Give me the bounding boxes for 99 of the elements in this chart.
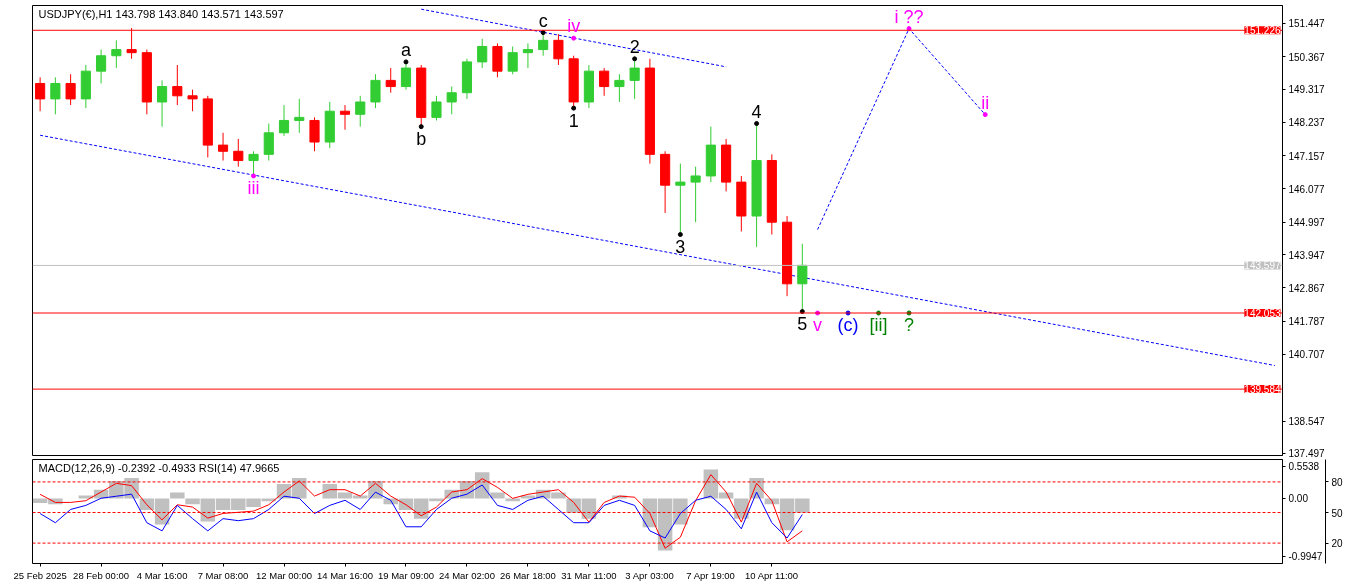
candlestick — [157, 79, 168, 128]
point — [251, 173, 257, 179]
point — [571, 105, 577, 111]
series-label: iii — [247, 177, 260, 198]
x-tick-label: 7 Mar 08:00 — [197, 569, 249, 581]
candlestick — [675, 163, 686, 236]
candlestick — [614, 73, 625, 103]
x-tick-label: 26 Mar 18:00 — [499, 569, 556, 581]
y-tick-label: 142.867 — [1288, 282, 1326, 294]
x-tick-label: 10 Apr 11:00 — [744, 569, 799, 581]
candlestick — [690, 166, 701, 223]
series-label: ii — [981, 92, 990, 113]
y-tick-label: 143.947 — [1288, 249, 1326, 261]
series-label: 2 — [629, 37, 640, 58]
candlestick — [96, 49, 107, 84]
series-label: i ?? — [894, 6, 924, 27]
y-tick-label: 140.707 — [1288, 349, 1326, 361]
candlestick — [477, 38, 488, 69]
x-tick-label: 31 Mar 11:00 — [561, 569, 617, 581]
candlestick — [339, 104, 351, 131]
y-tick-label: 144.997 — [1288, 217, 1326, 229]
point — [632, 56, 638, 62]
candlestick — [294, 98, 305, 134]
series-label: a — [400, 39, 412, 60]
x-tick-label: 3 Apr 03:00 — [625, 569, 674, 581]
point — [403, 59, 409, 65]
candlestick — [370, 73, 381, 109]
y-tick-label: 146.077 — [1288, 183, 1326, 195]
y-tick-label: 151.447 — [1288, 18, 1326, 30]
series-label: c — [538, 10, 548, 31]
y-tick-label: 138.547 — [1288, 416, 1326, 428]
candlestick — [553, 33, 564, 66]
series-label: 3 — [675, 237, 686, 258]
candlestick — [278, 104, 290, 137]
candlestick — [172, 64, 183, 106]
x-tick-label: 7 Apr 19:00 — [686, 569, 735, 581]
y-tick-label: 0.00 — [1288, 493, 1309, 505]
x-tick-label: 14 Mar 16:00 — [317, 569, 373, 581]
y2-tick-label: 50 — [1331, 507, 1344, 519]
ref-line-label: 142.053 — [1244, 308, 1281, 320]
candlestick — [385, 67, 396, 94]
bar — [78, 495, 94, 499]
x-tick-label: 12 Mar 00:00 — [256, 569, 313, 581]
ref-line-label: 139.584 — [1244, 384, 1281, 396]
series-label: 1 — [568, 110, 579, 131]
series-label: ? — [904, 315, 915, 336]
y-tick-label: 148.237 — [1288, 117, 1326, 129]
candlestick — [187, 89, 198, 112]
chart-title: USDJPY(€),H1 143.798 143.840 143.571 143.597 — [38, 7, 284, 20]
candlestick — [217, 132, 229, 162]
candlestick — [507, 45, 518, 75]
series-label: (c) — [837, 315, 859, 336]
x-tick-label: 4 Mar 16:00 — [136, 569, 188, 581]
candlestick — [263, 123, 274, 162]
point — [677, 232, 683, 237]
series-label: [ii] — [869, 315, 888, 336]
candlestick — [599, 67, 610, 97]
point — [540, 30, 546, 36]
bar — [505, 498, 520, 502]
point — [906, 26, 912, 32]
candlestick — [400, 61, 412, 91]
candlestick — [309, 116, 320, 152]
series-label: 4 — [751, 102, 762, 123]
x-tick-label: 28 Feb 00:00 — [73, 569, 130, 581]
candlestick — [355, 95, 366, 128]
y-tick-label: 147.157 — [1288, 150, 1326, 162]
y-tick-label: 137.497 — [1288, 448, 1326, 460]
y-tick-label: 150.367 — [1288, 51, 1326, 63]
candlestick — [538, 32, 549, 57]
candlestick — [233, 138, 244, 168]
line-series — [39, 484, 803, 539]
y-tick-label: 0.5538 — [1288, 461, 1320, 473]
point — [571, 35, 577, 41]
candlestick — [111, 39, 122, 69]
candlestick — [629, 58, 640, 100]
candlestick — [35, 76, 46, 112]
point — [982, 112, 988, 118]
candlestick — [50, 76, 61, 115]
y2-tick-label: 80 — [1331, 476, 1344, 488]
x-tick-label: 25 Feb 2025 — [13, 569, 67, 581]
candlestick — [65, 73, 76, 106]
series-label: 5 — [797, 314, 808, 335]
point — [418, 124, 424, 130]
candlestick — [446, 86, 457, 115]
candlestick — [522, 42, 533, 69]
x-tick-label: 24 Mar 02:00 — [438, 569, 495, 581]
y-tick-label: 149.317 — [1288, 84, 1326, 96]
y2-tick-label: 20 — [1331, 538, 1344, 550]
ref-line-label: 143.597 — [1244, 260, 1281, 272]
point — [754, 121, 760, 127]
ref-line-label: 151.226 — [1244, 25, 1281, 37]
series-label: v — [813, 315, 823, 336]
series-label: b — [416, 128, 427, 149]
y-tick-label: -0.9947 — [1288, 551, 1323, 563]
x-tick-label: 19 Mar 09:00 — [377, 569, 434, 581]
y-tick-label: 141.787 — [1288, 316, 1326, 328]
chart-title: MACD(12,26,9) -0.2392 -0.4933 RSI(14) 47.9665 — [38, 461, 280, 474]
candlestick — [248, 150, 259, 177]
candlestick — [431, 95, 442, 121]
